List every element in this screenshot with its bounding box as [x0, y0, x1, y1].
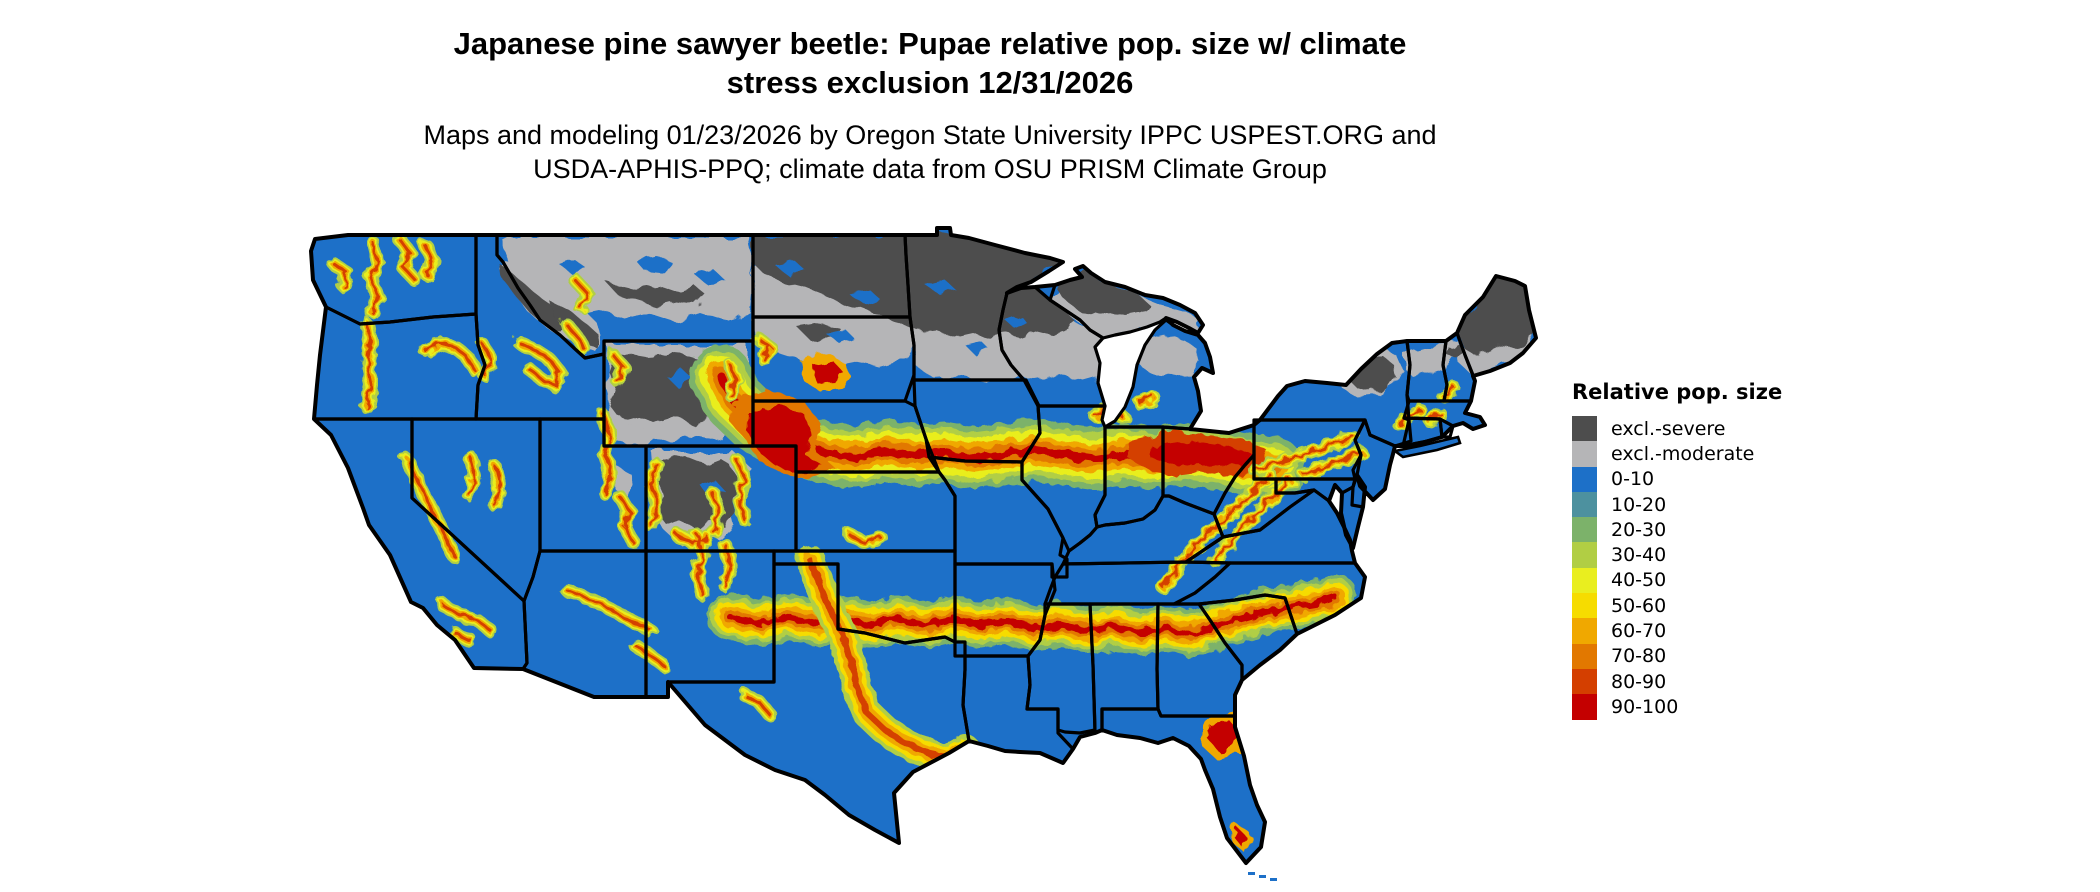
legend: Relative pop. size excl.-severe excl.-mo…: [1572, 380, 1782, 720]
legend-item: 30-40: [1572, 542, 1782, 568]
legend-item: 0-10: [1572, 466, 1782, 492]
legend-item: excl.-moderate: [1572, 441, 1782, 467]
legend-item: 60-70: [1572, 618, 1782, 644]
legend-swatch: [1572, 542, 1597, 568]
legend-item: 90-100: [1572, 694, 1782, 720]
legend-swatch: [1572, 491, 1597, 518]
legend-item: excl.-severe: [1572, 416, 1782, 442]
legend-label: 70-80: [1611, 645, 1667, 668]
legend-item: 50-60: [1572, 593, 1782, 619]
legend-swatch: [1572, 668, 1597, 695]
legend-swatch: [1572, 643, 1597, 669]
legend-label: excl.-severe: [1611, 417, 1726, 440]
map-title-line2: stress exclusion 12/31/2026: [726, 65, 1134, 100]
legend-item: 20-30: [1572, 517, 1782, 543]
state-borders: [309, 226, 1538, 865]
map-title: Japanese pine sawyer beetle: Pupae relat…: [230, 24, 1630, 102]
legend-swatch: [1572, 517, 1597, 543]
legend-label: 0-10: [1611, 468, 1655, 491]
map-title-line1: Japanese pine sawyer beetle: Pupae relat…: [453, 26, 1407, 61]
legend-label: 50-60: [1611, 594, 1667, 617]
legend-label: 60-70: [1611, 620, 1667, 643]
legend-label: 20-30: [1611, 518, 1667, 541]
legend-swatch: [1572, 593, 1597, 619]
legend-label: excl.-moderate: [1611, 442, 1755, 465]
legend-label: 30-40: [1611, 544, 1667, 567]
raster-layer: [311, 228, 1536, 863]
legend-label: 40-50: [1611, 569, 1667, 592]
legend-item: 70-80: [1572, 643, 1782, 669]
legend-swatch: [1572, 694, 1597, 720]
legend-swatch: [1572, 618, 1597, 644]
legend-label: 10-20: [1611, 493, 1667, 516]
legend-label: 90-100: [1611, 695, 1679, 718]
us-risk-map-svg: [309, 226, 1538, 881]
map-subtitle: Maps and modeling 01/23/2026 by Oregon S…: [230, 118, 1630, 186]
us-risk-map: [305, 225, 1545, 885]
legend-item: 80-90: [1572, 668, 1782, 695]
map-subtitle-line2: USDA-APHIS-PPQ; climate data from OSU PR…: [533, 154, 1327, 184]
legend-swatch: [1572, 441, 1597, 467]
florida-keys: [343, 237, 1277, 881]
legend-swatch: [1572, 416, 1597, 442]
blue-pockets: [560, 255, 1027, 497]
legend-title: Relative pop. size: [1572, 380, 1783, 404]
map-subtitle-line1: Maps and modeling 01/23/2026 by Oregon S…: [423, 120, 1437, 150]
legend-label: 80-90: [1611, 670, 1667, 693]
legend-item: 40-50: [1572, 567, 1782, 594]
long-island: [1391, 435, 1462, 459]
legend-swatch: [1572, 466, 1597, 492]
legend-item: 10-20: [1572, 491, 1782, 518]
legend-swatch: [1572, 567, 1597, 594]
